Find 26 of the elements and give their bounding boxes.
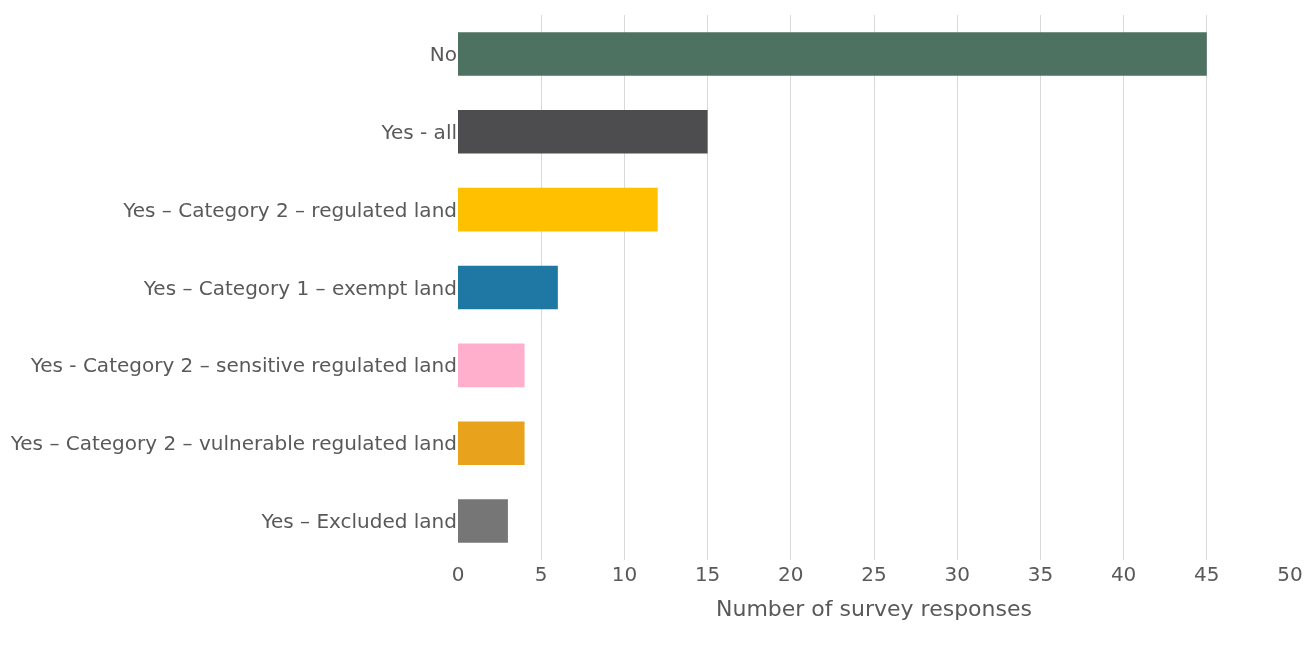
x-tick-label: 35 [1027,562,1054,586]
y-tick-label: Yes – Category 1 – exempt land [142,275,457,300]
x-tick-label: 45 [1194,562,1220,586]
y-tick-label: Yes – Category 2 – regulated land [122,197,457,222]
bar [458,265,558,310]
bar [458,32,1207,76]
x-axis-title: Number of survey responses [716,595,1032,621]
x-tick-label: 40 [1110,562,1137,586]
bar [458,499,508,543]
bar [458,187,658,232]
x-tick-label: 20 [778,562,804,586]
bar [458,421,525,466]
y-tick-label: Yes – Excluded land [260,509,457,534]
bar [458,343,525,388]
x-tick-label: 15 [694,562,721,586]
bar [458,109,708,154]
x-tick-label: 25 [861,562,887,586]
x-tick-label: 30 [944,562,970,586]
y-tick-label: Yes – Category 2 – vulnerable regulated land [9,431,457,456]
x-tick-label: 10 [611,562,638,586]
x-tick-label: 50 [1277,562,1303,586]
x-tick-label: 0 [451,562,465,586]
y-tick-label: Yes - all [380,119,457,144]
y-tick-label: Yes - Category 2 – sensitive regulated land [29,353,457,378]
y-tick-label: No [429,41,457,66]
x-tick-label: 5 [534,562,548,586]
